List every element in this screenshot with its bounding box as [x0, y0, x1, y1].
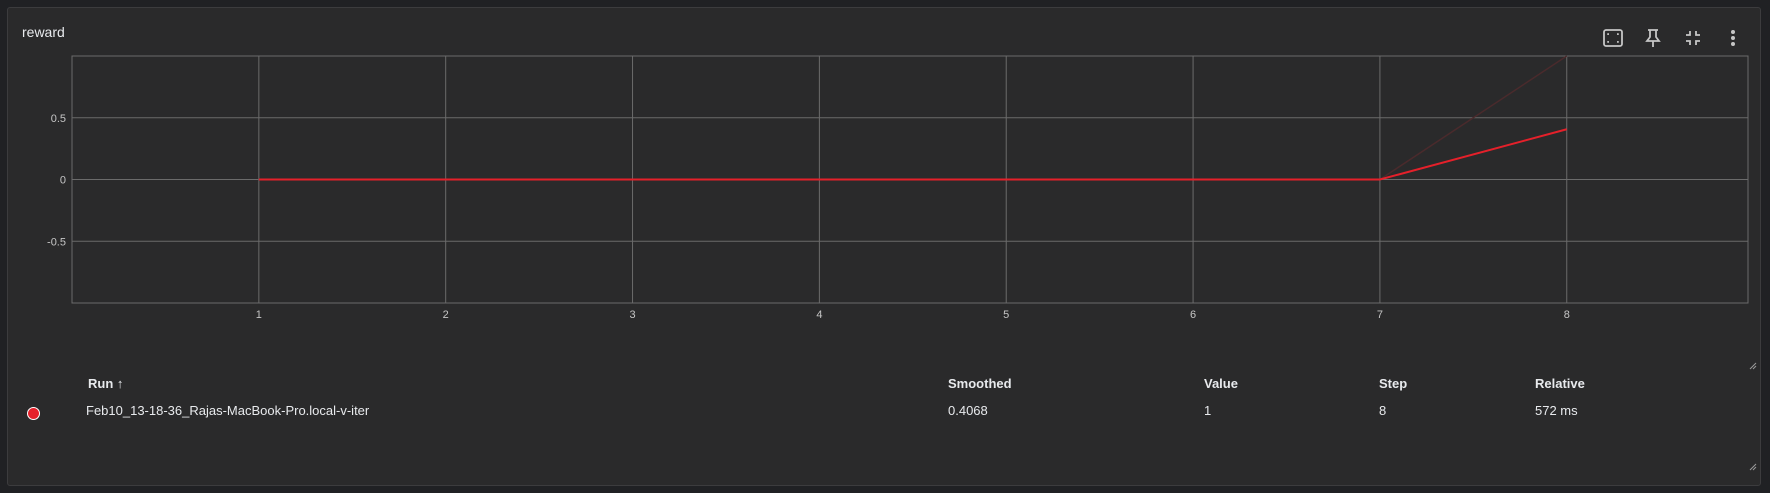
line-chart[interactable]: 1 2 3 4 5 6 7 8 0.5 0 -0.5 [8, 8, 1762, 487]
y-tick-label: 0.5 [51, 113, 66, 125]
cell-relative: 572 ms [1535, 403, 1578, 418]
cell-run: Feb10_13-18-36_Rajas-MacBook-Pro.local-v… [86, 403, 370, 418]
header-smoothed[interactable]: Smoothed [948, 376, 1012, 391]
y-tick-label: 0 [60, 175, 66, 187]
fit-domain-icon [1603, 29, 1623, 47]
scalar-card: reward 1 2 3 4 5 6 7 8 0.5 0 -0.5 [7, 7, 1761, 486]
card-toolbar [1596, 21, 1750, 55]
header-relative[interactable]: Relative [1535, 376, 1585, 391]
pin-button[interactable] [1636, 21, 1670, 55]
cell-value: 1 [1204, 403, 1212, 418]
smoothed-series-line [258, 128, 1568, 181]
header-step[interactable]: Step [1379, 376, 1408, 391]
table-resize-handle-icon[interactable] [1747, 461, 1757, 471]
more-vert-icon [1731, 30, 1735, 46]
x-tick-label: 7 [1377, 309, 1383, 321]
card-title: reward [22, 24, 65, 40]
x-tick-label: 6 [1190, 309, 1196, 321]
x-tick-label: 1 [256, 309, 262, 321]
x-tick-label: 5 [1003, 309, 1009, 321]
run-color-dot[interactable] [27, 407, 40, 420]
header-value[interactable]: Value [1204, 376, 1238, 391]
collapse-icon [1686, 31, 1700, 45]
cell-smoothed: 0.4068 [948, 403, 988, 418]
x-tick-label: 8 [1564, 309, 1570, 321]
x-tick-label: 3 [629, 309, 635, 321]
chart-resize-handle-icon[interactable] [1747, 360, 1757, 370]
y-tick-label: -0.5 [47, 236, 66, 248]
more-options-button[interactable] [1716, 21, 1750, 55]
fit-domain-button[interactable] [1596, 21, 1630, 55]
x-tick-label: 2 [443, 309, 449, 321]
collapse-button[interactable] [1676, 21, 1710, 55]
cell-step: 8 [1379, 403, 1387, 418]
pin-icon [1645, 29, 1661, 47]
x-tick-label: 4 [816, 309, 822, 321]
header-run[interactable]: Run ↑ [88, 376, 124, 391]
